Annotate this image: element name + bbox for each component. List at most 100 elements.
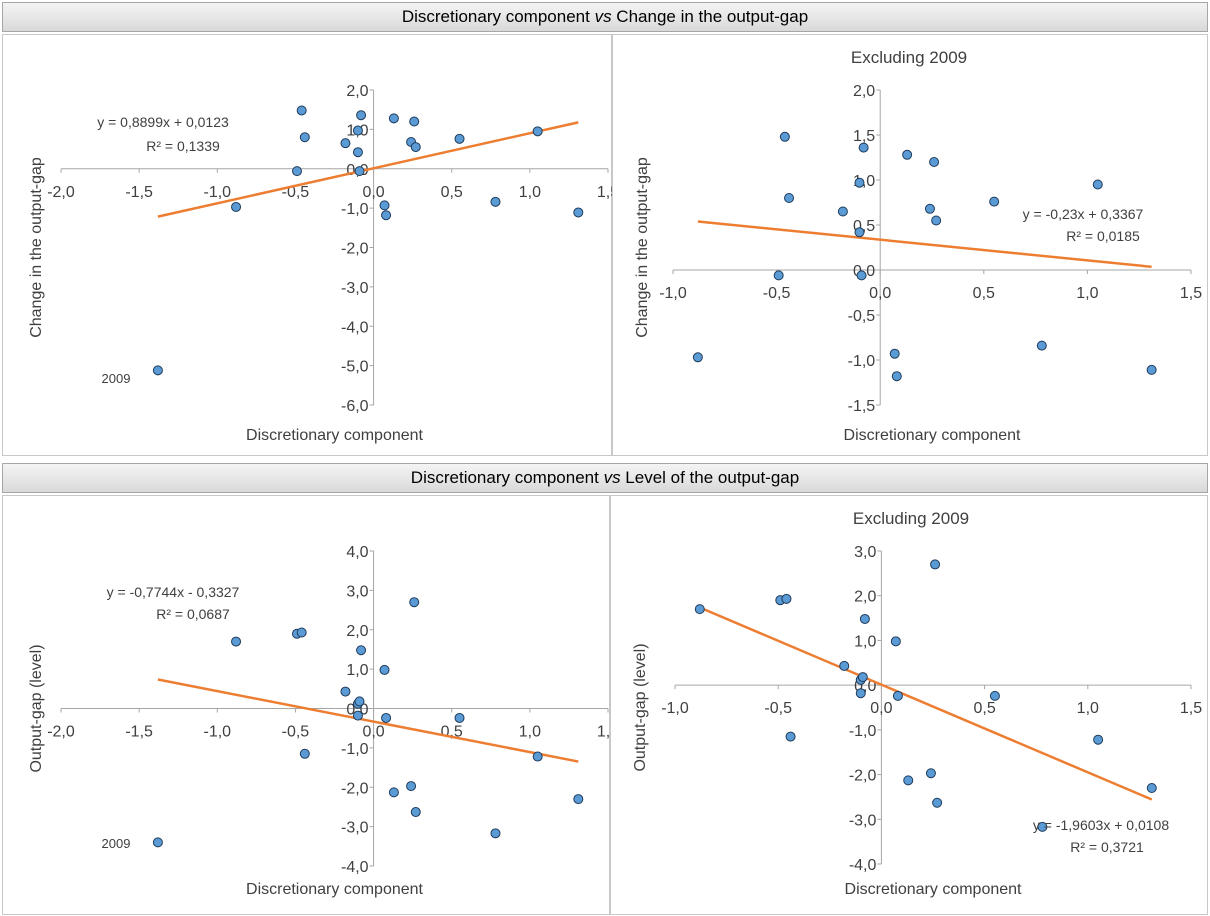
section-header-level: Discretionary component vs Level of the …: [2, 463, 1208, 493]
x-tick-label: -0,5: [764, 700, 792, 717]
data-point: [989, 196, 1000, 207]
data-point: [854, 227, 865, 238]
data-point: [352, 147, 363, 158]
y-tick-label: -1,0: [341, 201, 369, 218]
data-point: [989, 690, 1000, 701]
data-point: [296, 105, 307, 116]
data-point: [490, 196, 501, 207]
scatter-chart-level-all: -4,0-3,0-2,0-1,00,01,02,03,04,0-2,0 -1,5-…: [28, 544, 619, 898]
x-tick-label: 0,0: [870, 700, 892, 717]
data-point: [890, 636, 901, 647]
header-vs: vs: [594, 7, 612, 26]
trendline-equation: y = -0,7744x - 0,3327: [107, 584, 240, 600]
data-point: [356, 110, 367, 121]
data-point: [784, 193, 795, 203]
trendline-equation: y = 0,8899x + 0,0123: [97, 114, 229, 130]
data-point: [1036, 340, 1047, 351]
y-tick-label: -4,0: [341, 319, 369, 336]
y-tick-label: 2,0: [853, 83, 875, 100]
y-tick-label: -1,5: [848, 398, 876, 415]
y-tick-label: -4,0: [341, 859, 369, 876]
y-tick-label: 0,0: [346, 702, 368, 719]
data-point: [779, 131, 790, 142]
x-tick-label: -2,0: [47, 724, 75, 741]
y-tick-label: -1,0: [849, 723, 877, 740]
y-tick-label: -2,0: [341, 780, 369, 797]
x-tick-label: 0,0: [362, 724, 384, 741]
data-point: [532, 751, 543, 762]
y-tick-label: 2,0: [346, 623, 368, 640]
data-point: [152, 837, 163, 848]
trendline-equation: y = -1,9603x + 0,0108: [1033, 817, 1169, 833]
y-tick-label: 1,5: [853, 128, 875, 145]
x-axis-label: Discretionary component: [246, 881, 424, 898]
x-tick-label: 1,0: [1077, 700, 1099, 717]
data-point: [932, 797, 943, 808]
data-point: [902, 149, 913, 160]
x-tick-label: 0,5: [441, 184, 463, 201]
header-suffix: Level of the output-gap: [620, 468, 800, 487]
chart-panel-level-excl: -4,0 -3,0 -2,0 -1,0 0,0 1,0 2,0 3,0 -1,0 -0,5 0,0 0…: [610, 495, 1208, 915]
x-axis-label: Discretionary component: [246, 427, 424, 444]
data-point: [532, 126, 543, 137]
x-tick-label: -0,5: [763, 285, 791, 302]
y-tick-label: -3,0: [849, 812, 877, 829]
r-squared-label: R² = 0,0687: [156, 606, 230, 622]
x-tick-label: 1,5: [1180, 285, 1202, 302]
section-header-change: Discretionary component vs Change in the…: [2, 2, 1208, 32]
data-point: [340, 138, 351, 149]
chart-panel-level-all: -4,0 -3,0 -2,0 -1,0 0,0 1,0 2,0 3,0 4,0 -2,0 -1,5-…: [2, 495, 619, 915]
y-tick-label: 1,0: [854, 633, 876, 650]
data-point: [454, 712, 465, 723]
x-tick-label: 0,5: [973, 700, 995, 717]
y-axis-label: Change in the output-gap: [28, 157, 45, 338]
data-point: [1146, 782, 1157, 793]
data-point: [340, 686, 351, 697]
scatter-chart-level-excl: -4,0-3,0-2,0-1,00,01,02,03,0-1,0 -0,5 0,0 0…: [632, 509, 1202, 898]
x-tick-label: 1,0: [519, 724, 541, 741]
trendline: [697, 220, 1152, 269]
data-point: [930, 559, 941, 570]
data-point: [781, 593, 792, 604]
data-point: [454, 133, 465, 144]
y-axis-label: Output-gap (level): [28, 644, 45, 772]
data-point: [858, 142, 869, 153]
data-point: [573, 207, 584, 218]
r-squared-label: R² = 0,1339: [146, 138, 220, 154]
data-point: [573, 794, 584, 805]
data-point: [785, 731, 796, 742]
data-point: [1146, 364, 1157, 375]
scatter-chart-change-excl: -1,5-1,0-0,50,00,51,01,52,0-1,0-0,50,00,…: [634, 48, 1202, 444]
data-point: [857, 672, 868, 683]
data-point: [925, 768, 936, 779]
data-point: [296, 627, 307, 638]
x-tick-label: 1,0: [1076, 285, 1098, 302]
data-point: [231, 201, 242, 212]
trendline: [157, 678, 579, 763]
y-tick-label: -1,0: [341, 741, 369, 758]
y-tick-label: -3,0: [341, 820, 369, 837]
chart-title: Excluding 2009: [853, 509, 969, 528]
data-point: [356, 645, 367, 656]
data-point: [692, 352, 703, 363]
x-axis-label: Discretionary component: [844, 427, 1022, 444]
y-tick-label: -4,0: [849, 857, 877, 874]
data-point: [891, 371, 902, 382]
x-tick-label: 0,0: [362, 184, 384, 201]
data-point: [352, 710, 363, 721]
data-point: [379, 200, 390, 211]
data-point: [773, 270, 784, 281]
data-point: [231, 636, 242, 647]
data-point: [1093, 734, 1104, 745]
point-annotation: 2009: [102, 836, 131, 851]
x-tick-label: 0,0: [869, 285, 891, 302]
data-point: [903, 775, 914, 786]
data-point: [410, 807, 421, 818]
x-tick-label: -0,5: [282, 724, 310, 741]
x-tick-label: -2,0: [47, 184, 75, 201]
data-point: [299, 132, 310, 143]
x-tick-label: 0,5: [973, 285, 995, 302]
y-tick-label: 2,0: [346, 83, 368, 100]
trendline-equation: y = -0,23x + 0,3367: [1023, 206, 1144, 222]
y-tick-label: 1,0: [346, 662, 368, 679]
